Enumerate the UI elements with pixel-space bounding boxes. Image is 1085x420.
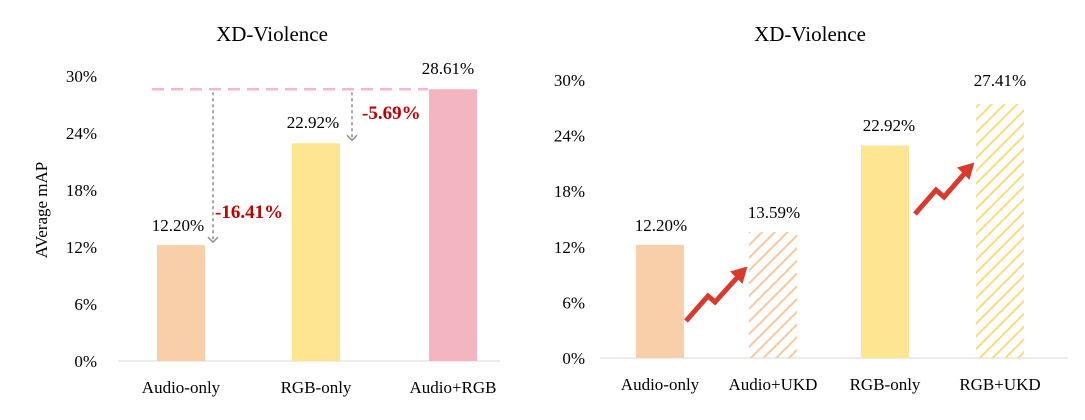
y-tick-label: 18% (554, 182, 585, 201)
data-label: 13.59% (748, 203, 800, 222)
x-category-label: Audio+RGB (409, 378, 496, 397)
x-category-label: Audio-only (142, 378, 221, 397)
x-category-label: RGB-only (281, 378, 352, 397)
chart-left-annotations: -16.41% -5.69% (207, 92, 421, 244)
x-category-label: RGB-only (850, 375, 921, 394)
chart-left-y-axis-label: AVerage mAP (32, 162, 51, 258)
y-tick-label: 18% (66, 181, 97, 200)
chart-right-trend-arrows (684, 162, 975, 323)
data-label: 12.20% (635, 216, 687, 235)
data-label: 22.92% (287, 113, 339, 132)
chart-right: XD-Violence 0% 6% 12% 18% 24% 30% 12.20% 13.59… (554, 22, 1068, 394)
drop-annotation: -16.41% (215, 202, 283, 223)
bar (157, 245, 205, 361)
trend-arrowhead (730, 266, 748, 284)
bar (429, 89, 477, 361)
chart-right-y-ticks: 0% 6% 12% 18% 24% 30% (554, 71, 585, 368)
x-category-label: Audio-only (621, 375, 700, 394)
hatched-bar (976, 104, 1024, 358)
trend-arrow (913, 164, 973, 216)
y-tick-label: 6% (74, 295, 97, 314)
bar (861, 145, 909, 358)
trend-arrow (684, 268, 746, 323)
y-tick-label: 12% (554, 238, 585, 257)
chart-left-category-labels: Audio-only RGB-only Audio+RGB (142, 378, 497, 397)
y-tick-label: 12% (66, 238, 97, 257)
chart-right-bars: 12.20% 13.59% 22.92% 27.41% (635, 71, 1026, 358)
data-label: 27.41% (974, 71, 1026, 90)
y-tick-label: 24% (66, 124, 97, 143)
hatched-bar (749, 232, 797, 358)
bar (292, 143, 340, 361)
data-label: 28.61% (422, 59, 474, 78)
y-tick-label: 6% (562, 293, 585, 312)
chart-right-title: XD-Violence (754, 22, 866, 46)
y-tick-label: 0% (74, 352, 97, 371)
y-tick-label: 24% (554, 127, 585, 146)
chart-left-title: XD-Violence (216, 22, 328, 46)
y-tick-label: 30% (554, 71, 585, 90)
bar (636, 244, 684, 358)
x-category-label: Audio+UKD (729, 375, 818, 394)
chart-left-bars: 12.20% 22.92% 28.61% (152, 59, 477, 361)
y-tick-label: 30% (66, 67, 97, 86)
chart-left-y-ticks: 0% 6% 12% 18% 24% 30% (66, 67, 97, 371)
drop-annotation: -5.69% (362, 103, 421, 124)
y-tick-label: 0% (562, 349, 585, 368)
chart-left: XD-Violence AVerage mAP 0% 6% 12% 18% 24% 30%… (32, 22, 500, 397)
data-label: 12.20% (152, 216, 204, 235)
x-category-label: RGB+UKD (959, 375, 1040, 394)
data-label: 22.92% (863, 116, 915, 135)
chart-right-category-labels: Audio-only Audio+UKD RGB-only RGB+UKD (621, 375, 1041, 394)
trend-arrowhead (957, 162, 975, 180)
